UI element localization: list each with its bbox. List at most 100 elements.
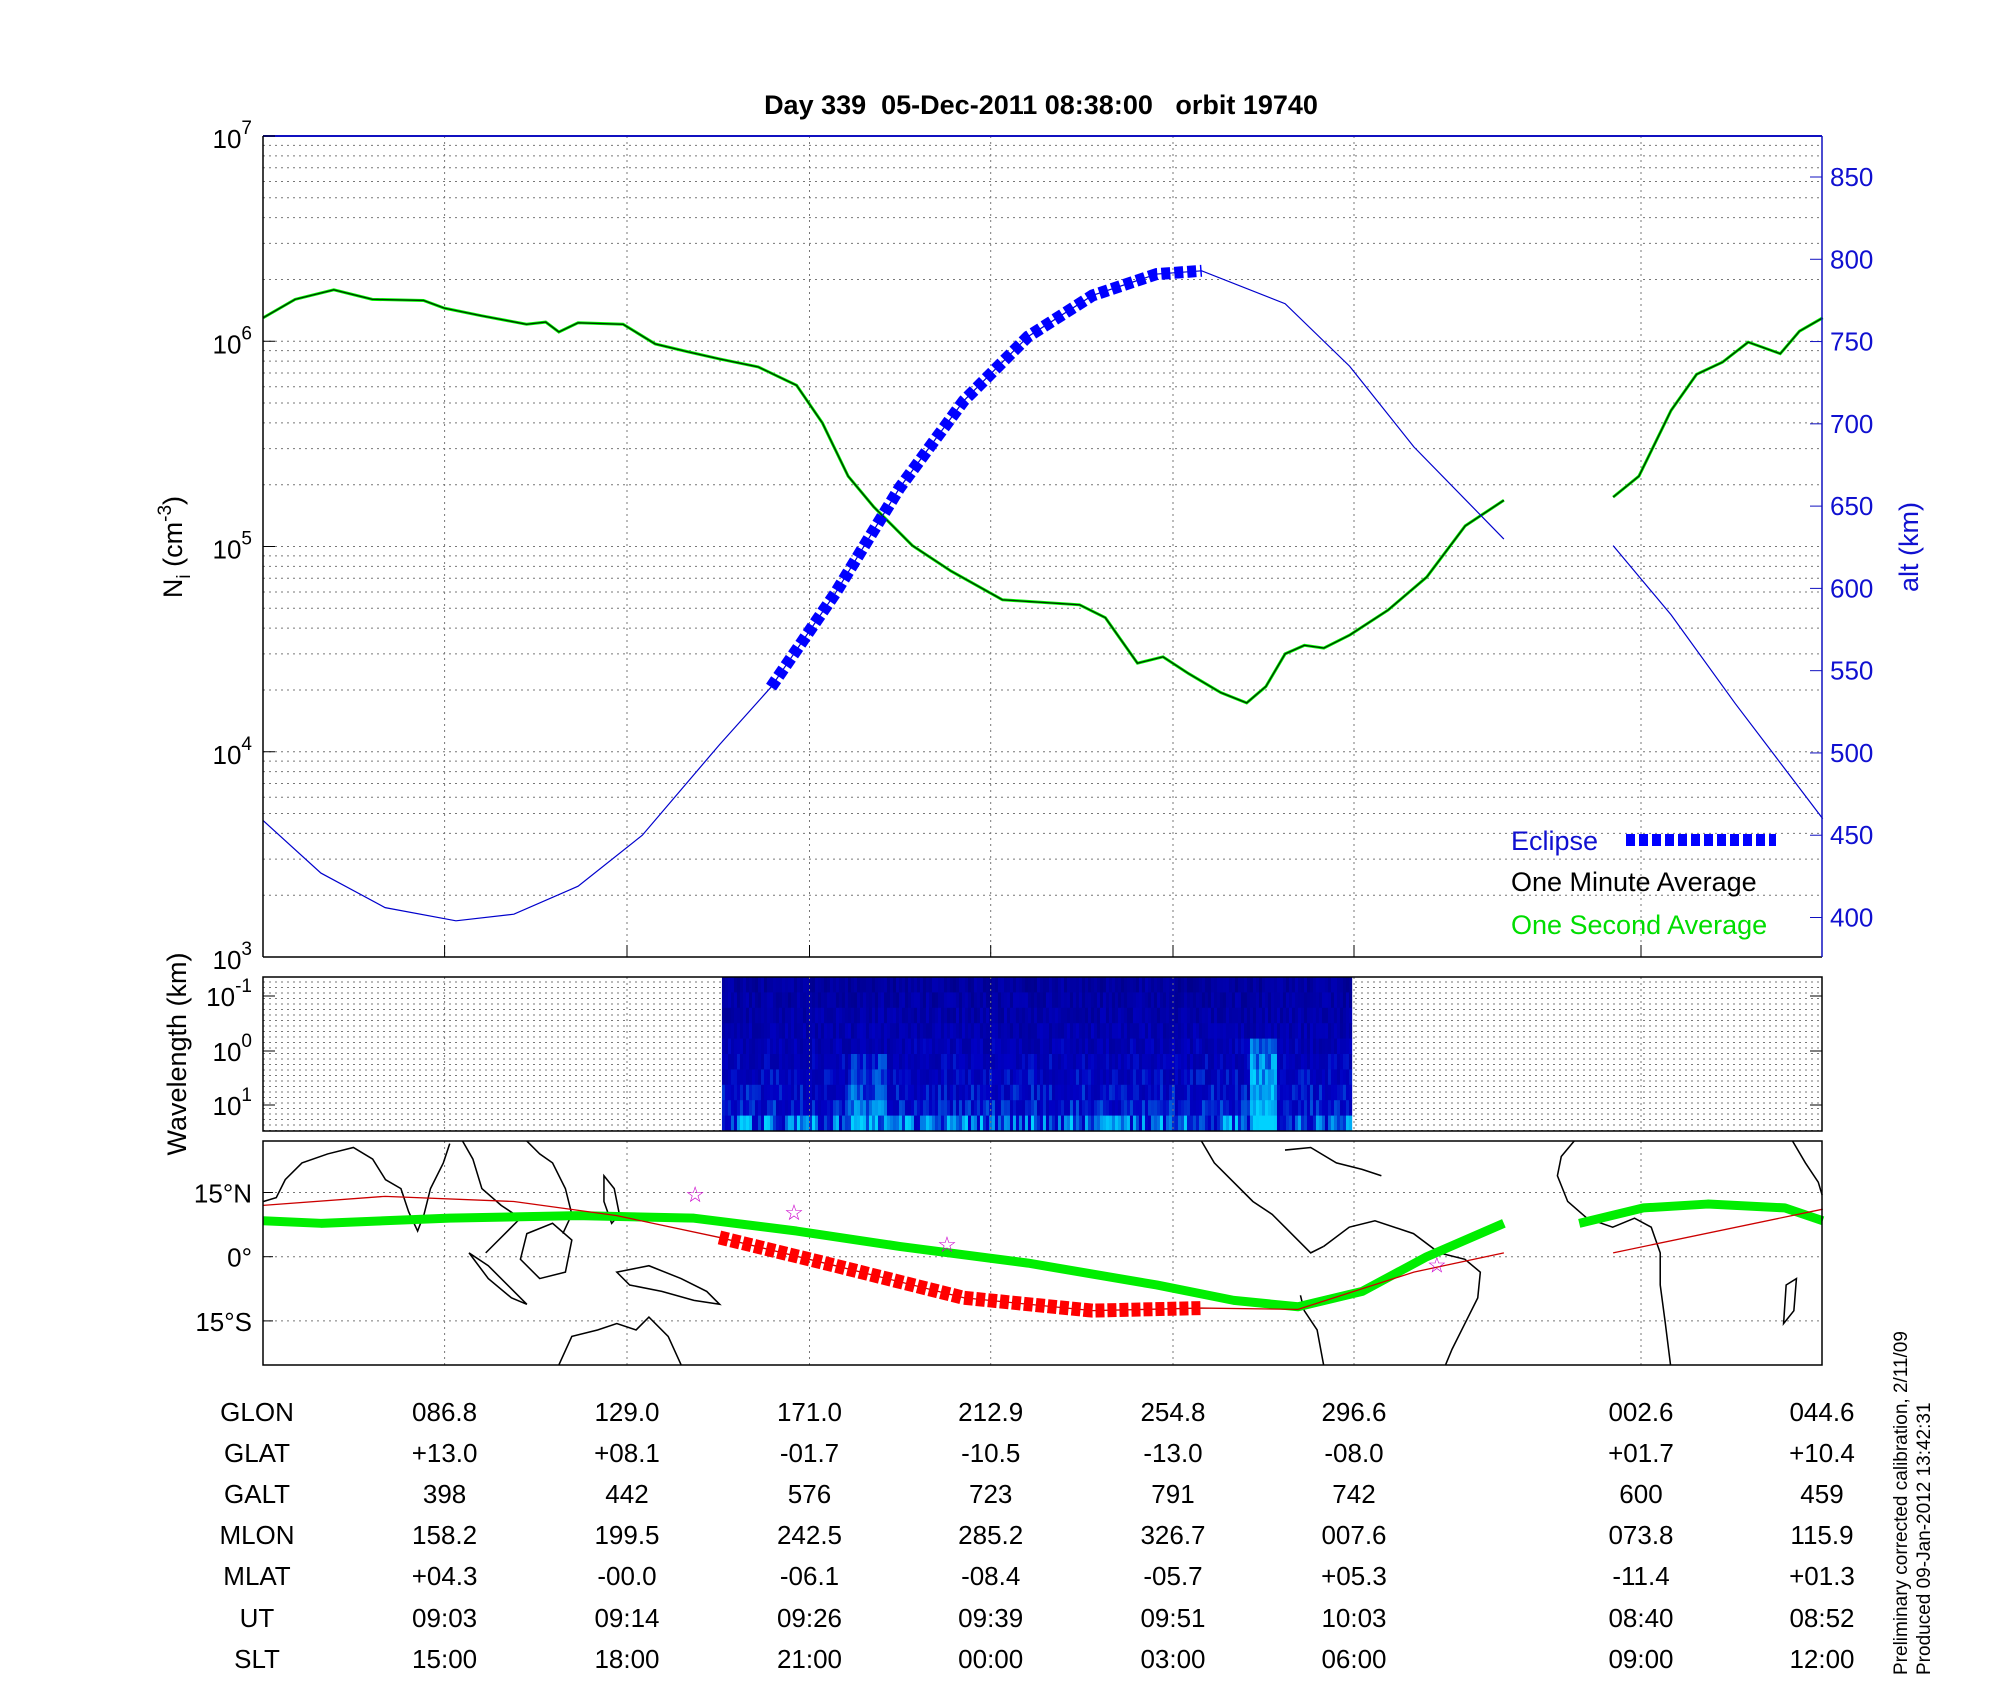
spectrogram-cell [835, 1084, 840, 1101]
spectrogram-cell [1276, 1115, 1281, 1132]
spectrogram-cell [1294, 992, 1299, 1009]
spectrogram-cell [997, 1100, 1002, 1117]
spectrogram-cell [1234, 1023, 1239, 1040]
spectrogram-cell [814, 992, 819, 1009]
spectrogram-cell [1156, 992, 1161, 1009]
spectrogram-cell [805, 1069, 810, 1086]
spectrogram-cell [1153, 977, 1158, 993]
spectrogram-cell [1117, 1069, 1122, 1086]
spectrogram-cell [1141, 1054, 1146, 1070]
spectrogram-cell [823, 1023, 828, 1040]
spectrogram-cell [1288, 1054, 1293, 1070]
spectrogram-cell [943, 977, 948, 993]
spectrogram-cell [1102, 1007, 1107, 1024]
spectrogram-cell [1240, 1038, 1245, 1055]
spectrogram-cell [1192, 1023, 1197, 1040]
spectrogram-cell [829, 1084, 834, 1101]
spectrogram-cell [1303, 992, 1308, 1009]
spectrogram-cell [823, 977, 828, 993]
spectrogram-cell [892, 977, 897, 993]
spectrogram-cell [1306, 1100, 1311, 1117]
spectrogram-cell [1108, 1100, 1113, 1117]
spectrogram-cell [772, 1115, 777, 1132]
spectrogram-cell [1285, 1007, 1290, 1024]
y2-tick-label: 600 [1830, 573, 1873, 603]
spectrogram-cell [1201, 1100, 1206, 1117]
spectrogram-cell [1261, 977, 1266, 993]
spectrogram-cell [979, 1023, 984, 1040]
tick-base: 10 [213, 1091, 242, 1121]
spectrogram-cell [1054, 977, 1059, 993]
spectrogram-cell [820, 1038, 825, 1055]
spectrogram-cell [991, 1038, 996, 1055]
spectrogram-cell [814, 1007, 819, 1024]
spectrogram-cell [853, 1069, 858, 1086]
spectrogram-cell [871, 1038, 876, 1055]
spectrogram-cell [898, 1054, 903, 1070]
table-cell: -10.5 [961, 1438, 1020, 1468]
spectrogram-cell [1021, 992, 1026, 1009]
spectrogram-cell [1210, 1069, 1215, 1086]
spectrogram-cell [1294, 1054, 1299, 1070]
y2-tick-label: 650 [1830, 491, 1873, 521]
spectrogram-cell [736, 1069, 741, 1086]
spectrogram-cell [814, 1069, 819, 1086]
spectrogram-cell [727, 1084, 732, 1101]
spectrogram-cell [892, 1084, 897, 1101]
spectrogram-cell [1336, 1069, 1341, 1086]
spectrogram-cell [1165, 977, 1170, 993]
spectrogram-cell [787, 1084, 792, 1101]
coast-borneo [519, 1222, 573, 1280]
spectrogram-cell [997, 1023, 1002, 1040]
spectrogram-cell [748, 977, 753, 993]
table-cell: 12:00 [1789, 1644, 1854, 1674]
spectrogram-cell [1162, 977, 1167, 993]
spectrogram-cell [973, 1007, 978, 1024]
spectrogram-cell [889, 1084, 894, 1101]
spectrogram-cell [835, 1115, 840, 1132]
spectrogram-cell [877, 1084, 882, 1101]
spectrogram-cell [889, 977, 894, 993]
table-cell: 03:00 [1140, 1644, 1205, 1674]
spectrogram-cell [1132, 1115, 1137, 1132]
spectrogram-cell [1093, 1023, 1098, 1040]
spectrogram-cell [1150, 992, 1155, 1009]
spectrogram-cell [1147, 1084, 1152, 1101]
spectrogram-cell [1054, 1007, 1059, 1024]
spectrogram-cell [844, 1069, 849, 1086]
spectrogram-cell [850, 992, 855, 1009]
spectrogram-cell [1006, 1023, 1011, 1040]
spectrogram-cell [1261, 1054, 1266, 1070]
spectrogram-cell [739, 1115, 744, 1132]
spectrogram-cell [940, 992, 945, 1009]
spectrogram-cell [733, 1084, 738, 1101]
spectrogram-cell [1144, 992, 1149, 1009]
spectrogram-cell [781, 1038, 786, 1055]
spectrogram-cell [1123, 1054, 1128, 1070]
spectrogram-cell [1141, 1115, 1146, 1132]
spectrogram-cell [1135, 1007, 1140, 1024]
spectrogram-cell [1189, 977, 1194, 993]
spectrogram-cell [1147, 1007, 1152, 1024]
spectrogram-cell [1168, 992, 1173, 1009]
spectrogram-cell [1084, 1054, 1089, 1070]
spectrogram-cell [1093, 992, 1098, 1009]
spectrogram-cell [949, 1007, 954, 1024]
spectrogram-cell [1030, 1023, 1035, 1040]
spectrogram-cell [886, 1038, 891, 1055]
spectrogram-cell [724, 1054, 729, 1070]
spectrogram-cell [1159, 992, 1164, 1009]
spectrogram-cell [850, 1115, 855, 1132]
spectrogram-cell [1033, 977, 1038, 993]
spectrogram-cell [1252, 1038, 1257, 1055]
spectrogram-cell [1129, 1054, 1134, 1070]
spectrogram-cell [1126, 1038, 1131, 1055]
spectrogram-cell [1261, 1084, 1266, 1101]
spectrogram-cell [886, 1115, 891, 1132]
spectrogram-cell [1201, 1054, 1206, 1070]
spectrogram-cell [1282, 1100, 1287, 1117]
spectrogram-cell [1105, 992, 1110, 1009]
spectrogram-cell [1024, 1115, 1029, 1132]
spectrogram-cell [1129, 1038, 1134, 1055]
spectrogram-cell [958, 1100, 963, 1117]
